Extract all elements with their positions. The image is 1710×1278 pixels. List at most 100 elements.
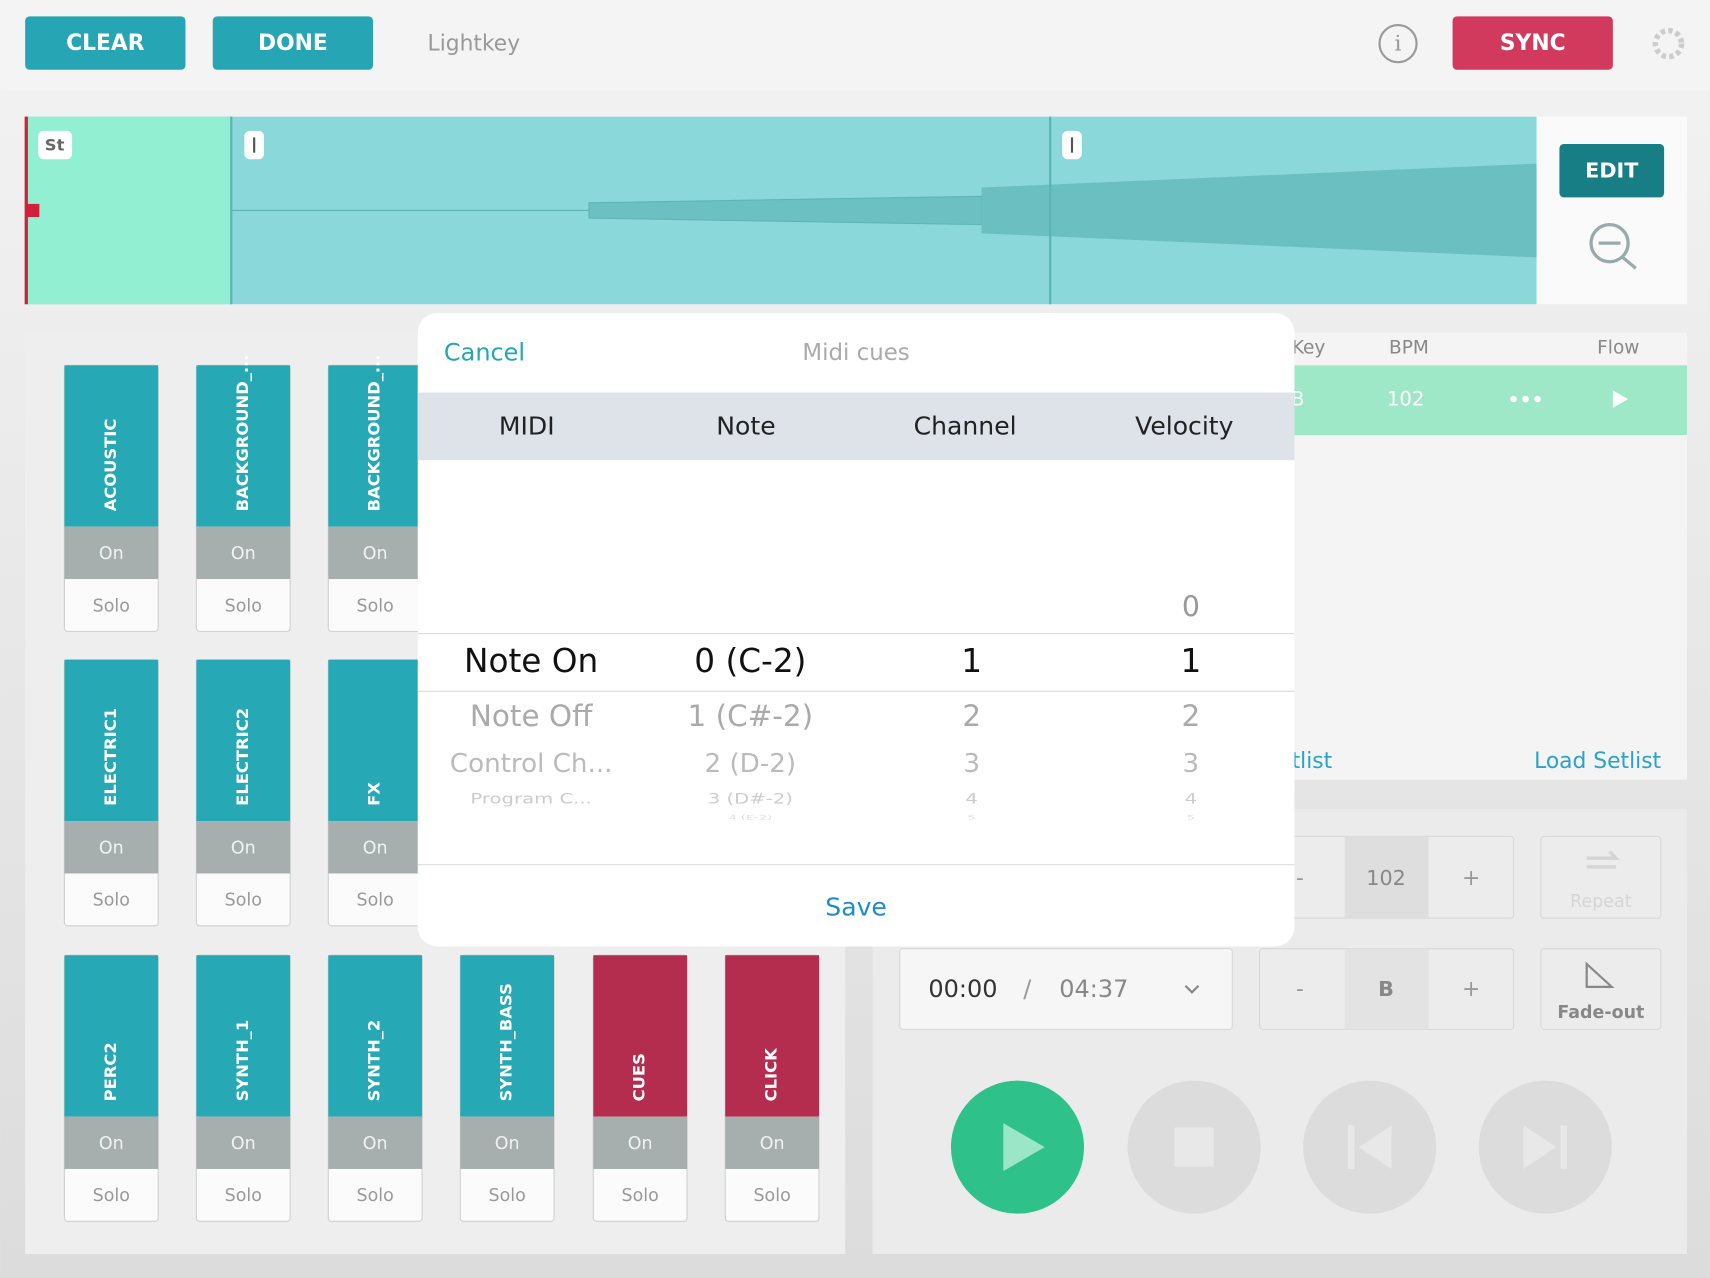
fade-button[interactable]: [1540, 948, 1662, 1030]
track-color[interactable]: [725, 955, 820, 1117]
track-on[interactable]: [64, 1116, 159, 1169]
track-on-label: On: [231, 1134, 256, 1154]
picker-item[interactable]: 3 (D#-2): [708, 790, 793, 806]
track-color[interactable]: [328, 365, 423, 527]
repeat-label: Repeat: [1570, 892, 1632, 912]
picker-item[interactable]: 2: [1181, 699, 1200, 733]
edit-button[interactable]: [1559, 143, 1665, 198]
tempo-plus[interactable]: +: [1462, 866, 1480, 891]
track-name: BACKGROUND_...: [233, 354, 252, 511]
setlist-row[interactable]: [1294, 365, 1688, 436]
time-current: 00:00: [928, 975, 997, 1003]
dialog-column-header: [417, 392, 1295, 461]
more-dot[interactable]: [1534, 395, 1541, 403]
load-setlist[interactable]: Load Setlist: [1534, 749, 1661, 774]
track-color[interactable]: [328, 955, 423, 1117]
time-box[interactable]: [899, 948, 1233, 1030]
picker-item[interactable]: 4 (E-2): [728, 814, 772, 822]
track-on[interactable]: [328, 1116, 423, 1169]
track-on[interactable]: [725, 1116, 820, 1169]
info-button[interactable]: [1378, 23, 1418, 64]
track-on[interactable]: [328, 821, 423, 874]
picker-item[interactable]: Note On: [464, 642, 598, 680]
done-button[interactable]: [212, 16, 374, 70]
track-solo-label: Solo: [357, 1186, 394, 1206]
picker-item[interactable]: 2: [962, 699, 981, 733]
tempo-minus[interactable]: -: [1296, 866, 1304, 891]
key-minus[interactable]: -: [1296, 977, 1304, 1002]
track-solo-label: Solo: [225, 891, 262, 911]
picker-item[interactable]: 0 (C-2): [694, 642, 806, 680]
more-dot[interactable]: [1510, 395, 1517, 403]
picker-item[interactable]: 1 (C#-2): [687, 699, 813, 733]
settings-button[interactable]: [1652, 27, 1685, 60]
picker-item[interactable]: 4: [965, 790, 977, 806]
done-button-label: DONE: [258, 31, 328, 56]
picker-item[interactable]: 1: [1180, 642, 1201, 680]
track-name: BACKGROUND_...: [365, 354, 384, 511]
dialog-save[interactable]: Save: [825, 892, 887, 921]
prev-icon: [1347, 1125, 1392, 1169]
start-marker[interactable]: St: [45, 136, 65, 155]
track-color[interactable]: [593, 955, 688, 1117]
track-on[interactable]: [328, 526, 423, 580]
picker-item[interactable]: 2 (D-2): [705, 749, 797, 779]
track-solo-label: Solo: [93, 596, 130, 616]
track-on[interactable]: [196, 526, 291, 580]
track-color[interactable]: [196, 955, 291, 1117]
track-on-label: On: [363, 1134, 388, 1154]
track-name: CUES: [630, 1053, 649, 1101]
zoom-icon[interactable]: [1589, 222, 1630, 264]
track-on-label: On: [760, 1134, 785, 1154]
play-row-icon[interactable]: [1612, 390, 1629, 408]
picker-item[interactable]: 1: [961, 642, 982, 680]
picker-item[interactable]: 4: [1185, 790, 1197, 806]
track-on[interactable]: [196, 821, 291, 874]
track-color[interactable]: [196, 659, 291, 822]
setlist-header: Flow: [1597, 337, 1639, 358]
setlist-link[interactable]: tlist: [1292, 749, 1333, 774]
track-name: ACOUSTIC: [101, 419, 120, 512]
dialog-cancel[interactable]: Cancel: [444, 338, 525, 366]
track-color[interactable]: [64, 659, 159, 822]
chevron[interactable]: [1184, 984, 1200, 994]
track-solo-label: Solo: [93, 1186, 130, 1206]
picker-item[interactable]: 0: [1182, 590, 1200, 623]
playhead-handle: [26, 203, 40, 217]
app-name: Lightkey: [428, 32, 521, 57]
picker-item[interactable]: 3: [963, 749, 980, 779]
picker-item[interactable]: 5: [968, 814, 976, 822]
picker-item[interactable]: 5: [1187, 814, 1195, 822]
track-on-label: On: [363, 838, 388, 858]
setlist-bpm: 102: [1387, 388, 1424, 411]
track-color[interactable]: [460, 955, 555, 1117]
repeat-button[interactable]: [1540, 835, 1662, 919]
track-solo-label: Solo: [225, 596, 262, 616]
setlist-header: BPM: [1389, 337, 1429, 358]
picker-item[interactable]: Control Ch...: [450, 749, 613, 779]
picker-item[interactable]: Note Off: [470, 699, 593, 733]
track-on-label: On: [99, 838, 124, 858]
track-on[interactable]: [460, 1116, 555, 1169]
track-color[interactable]: [196, 365, 291, 527]
track-on[interactable]: [593, 1116, 688, 1169]
clear-button[interactable]: [25, 16, 186, 70]
edit-button-label: EDIT: [1585, 159, 1639, 183]
track-solo-label: Solo: [225, 1186, 262, 1206]
track-on-label: On: [363, 544, 388, 564]
track-on[interactable]: [64, 821, 159, 874]
sync-button-label: SYNC: [1500, 31, 1566, 56]
track-color[interactable]: [328, 659, 423, 822]
track-on[interactable]: [196, 1116, 291, 1169]
stop-icon: [1174, 1127, 1214, 1167]
picker-item[interactable]: Program C...: [470, 790, 591, 806]
track-solo-label: Solo: [622, 1186, 659, 1206]
track-color[interactable]: [64, 955, 159, 1117]
track-on[interactable]: [64, 526, 159, 580]
marker-badge[interactable]: [38, 130, 73, 160]
picker-item[interactable]: 3: [1183, 749, 1200, 779]
sync-button[interactable]: [1452, 16, 1613, 70]
more-dot[interactable]: [1522, 395, 1529, 403]
key-plus[interactable]: +: [1462, 977, 1480, 1002]
track-color[interactable]: [64, 365, 159, 527]
